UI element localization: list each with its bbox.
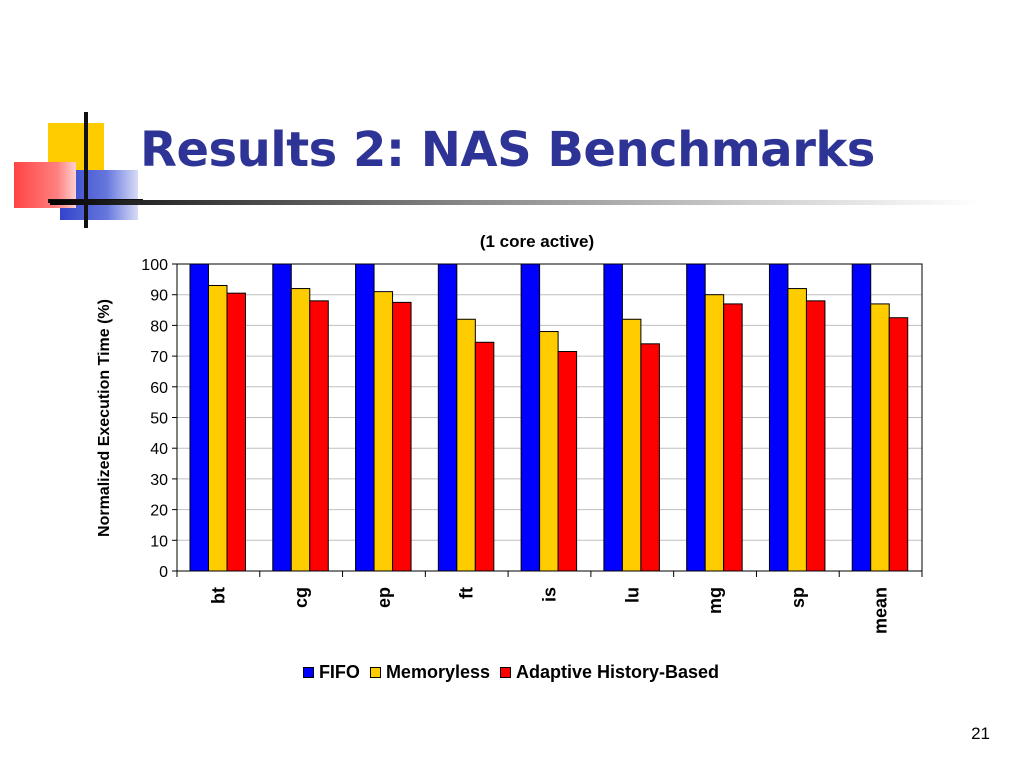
y-tick-label: 10 (150, 533, 168, 550)
bar-lu-fifo (603, 263, 623, 572)
bar-sp-memoryless (787, 288, 807, 572)
legend-swatch-adaptive-history-based (500, 667, 511, 678)
x-tick-label: mg (705, 587, 725, 614)
slide-logo-decoration (14, 112, 143, 228)
legend-item-adaptive-history-based: Adaptive History-Based (500, 662, 719, 683)
legend-swatch-memoryless (369, 667, 381, 678)
bar-bt-memoryless (208, 284, 228, 572)
legend-label-fifo: FIFO (318, 662, 360, 682)
bar-is-fifo (520, 263, 541, 572)
x-axis-ticks: bt cg ep ft is lu mg sp mean (176, 571, 923, 634)
bar-lu-memoryless (621, 318, 642, 572)
y-tick-label: 50 (150, 411, 168, 428)
y-axis-label: Normalized Execution Time (%) (96, 299, 113, 537)
bar-is-adaptive-history-based (557, 351, 578, 572)
y-tick-label: 0 (159, 564, 168, 581)
bar-ep-memoryless (373, 291, 394, 572)
chart-legend: FIFO Memoryless Adaptive History-Based (0, 662, 1024, 683)
legend-item-fifo: FIFO (302, 662, 360, 683)
bar-lu-adaptive-history-based (640, 343, 660, 572)
bar-sp-adaptive-history-based (805, 300, 826, 572)
bar-mg-fifo (686, 263, 706, 572)
bar-mg-adaptive-history-based (723, 303, 743, 572)
legend-item-memoryless: Memoryless (369, 662, 490, 683)
y-tick-label: 60 (150, 380, 168, 397)
logo-vertical-line (84, 112, 88, 228)
bar-cg-adaptive-history-based (309, 300, 329, 572)
x-tick-label: mean (871, 587, 891, 634)
y-tick-label: 20 (150, 503, 168, 520)
bar-ft-fifo (437, 263, 458, 572)
y-axis-ticks: 0 10 20 30 40 50 60 70 80 90 100 (141, 257, 177, 581)
legend-swatch-fifo (302, 667, 314, 678)
bar-mean-adaptive-history-based (888, 317, 909, 572)
x-tick-label: is (540, 587, 560, 602)
bar-cg-memoryless (290, 288, 311, 572)
bar-ft-memoryless (456, 318, 476, 572)
title-divider (50, 200, 980, 205)
bar-ft-adaptive-history-based (474, 341, 495, 572)
x-tick-label: ft (457, 587, 477, 599)
bar-mg-memoryless (704, 294, 725, 572)
bar-is-memoryless (539, 331, 559, 572)
y-tick-label: 40 (150, 441, 168, 458)
x-tick-label: lu (622, 587, 642, 603)
bars (189, 263, 909, 572)
bar-bt-adaptive-history-based (226, 292, 246, 572)
bar-ep-adaptive-history-based (392, 301, 412, 572)
bar-ep-fifo (355, 263, 375, 572)
slide-title: Results 2: NAS Benchmarks (140, 122, 875, 178)
y-tick-label: 70 (150, 349, 168, 366)
x-tick-label: cg (291, 587, 311, 608)
x-tick-label: bt (208, 587, 228, 604)
legend-label-adaptive-history-based: Adaptive History-Based (516, 662, 720, 682)
page-number: 21 (971, 724, 990, 743)
x-tick-label: ep (374, 587, 394, 608)
bar-bt-fifo (189, 263, 209, 572)
legend-label-memoryless: Memoryless (385, 662, 490, 682)
bar-cg-fifo (272, 263, 292, 572)
bar-sp-fifo (768, 263, 789, 572)
bar-mean-fifo (851, 263, 872, 572)
y-tick-label: 80 (150, 318, 168, 335)
y-tick-label: 30 (150, 472, 168, 489)
y-tick-label: 100 (141, 257, 168, 274)
bar-mean-memoryless (870, 303, 890, 572)
y-tick-label: 90 (150, 288, 168, 305)
chart-title: (1 core active) (480, 232, 594, 251)
x-tick-label: sp (788, 587, 808, 608)
